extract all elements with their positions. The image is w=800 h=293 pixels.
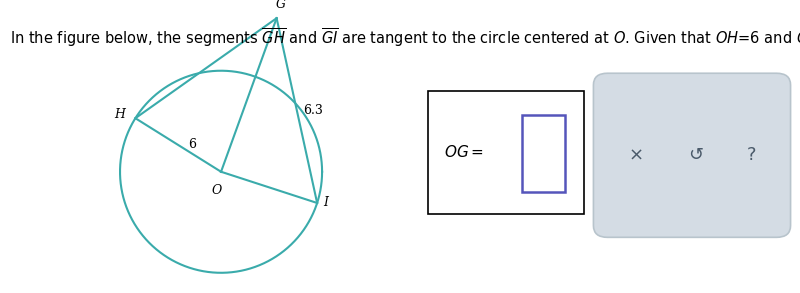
Text: $\mathit{OG}=$: $\mathit{OG}=$ [443, 144, 483, 160]
FancyBboxPatch shape [594, 73, 790, 237]
Text: G: G [276, 0, 286, 11]
Text: I: I [323, 197, 328, 209]
Text: ↺: ↺ [688, 146, 703, 164]
Text: In the figure below, the segments $\overline{GH}$ and $\overline{GI}$ are tangen: In the figure below, the segments $\over… [10, 26, 800, 49]
Text: H: H [114, 108, 126, 121]
Bar [522, 115, 566, 192]
Text: O: O [212, 184, 222, 197]
Text: ×: × [628, 146, 643, 164]
Text: 6: 6 [188, 139, 196, 151]
Text: 6.3: 6.3 [303, 104, 323, 117]
Text: ?: ? [747, 146, 757, 164]
